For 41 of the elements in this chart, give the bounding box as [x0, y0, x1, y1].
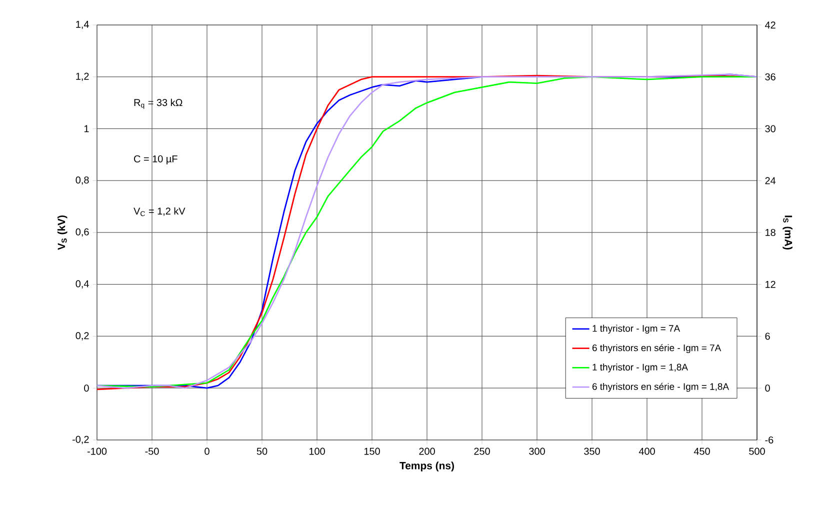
- x-tick-label: 150: [364, 448, 380, 455]
- x-tick-label: -100: [87, 448, 107, 455]
- x-tick-label: 50: [256, 448, 268, 455]
- legend-label: 1 thyristor - Igm = 7A: [592, 324, 680, 334]
- y-tick-label: 1,2: [76, 72, 89, 81]
- y2-tick-label: 42: [765, 22, 776, 28]
- y2-tick-label: 36: [765, 73, 776, 80]
- y2-axis-title: I$_{S}$ (mA): [782, 216, 792, 250]
- x-tick-label: 350: [584, 448, 600, 455]
- y2-tick-label: 24: [765, 177, 776, 184]
- y-tick-label: 0,6: [76, 228, 89, 237]
- legend-label: 1 thyristor - Igm = 1,8A: [592, 364, 688, 372]
- x-tick-label: 450: [694, 448, 710, 455]
- x-tick-label: 100: [309, 448, 325, 455]
- x-tick-label: 0: [204, 448, 210, 455]
- y2-tick-label: -6: [765, 436, 774, 444]
- x-tick-label: -50: [145, 448, 159, 455]
- y-tick-label: 0,2: [76, 332, 89, 340]
- y-tick-label: -0,2: [72, 436, 89, 444]
- y2-tick-label: 30: [765, 125, 776, 132]
- y-tick-label: 1,4: [76, 20, 89, 30]
- y-tick-label: 0,8: [76, 176, 89, 185]
- x-tick-label: 500: [749, 448, 765, 455]
- y2-tick-label: 18: [766, 228, 776, 236]
- annotation: C = 10 µF: [134, 155, 178, 164]
- x-tick-label: 400: [638, 448, 655, 455]
- y-axis-title: V$_{S}$ (kV): [57, 216, 68, 250]
- annotation: V$_{C}$ = 1,2 kV: [134, 207, 186, 216]
- x-tick-label: 300: [529, 448, 545, 455]
- y-tick-label: 0,4: [76, 280, 89, 288]
- legend-label: 6 thyristors en série - Igm = 7A: [592, 344, 722, 354]
- y2-tick-label: 6: [765, 332, 770, 340]
- y2-tick-label: 0: [765, 384, 770, 392]
- x-tick-label: 200: [419, 448, 435, 455]
- annotation: R$_{q}$ = 33 kΩ: [134, 98, 182, 109]
- x-tick-label: 250: [474, 448, 490, 455]
- y-tick-label: 1: [84, 125, 89, 132]
- y2-tick-label: 12: [766, 280, 776, 288]
- x-axis-title: Temps (ns): [400, 462, 454, 472]
- legend-label: 6 thyristors en série - Igm = 1,8A: [592, 382, 729, 392]
- y-tick-label: 0: [84, 384, 89, 392]
